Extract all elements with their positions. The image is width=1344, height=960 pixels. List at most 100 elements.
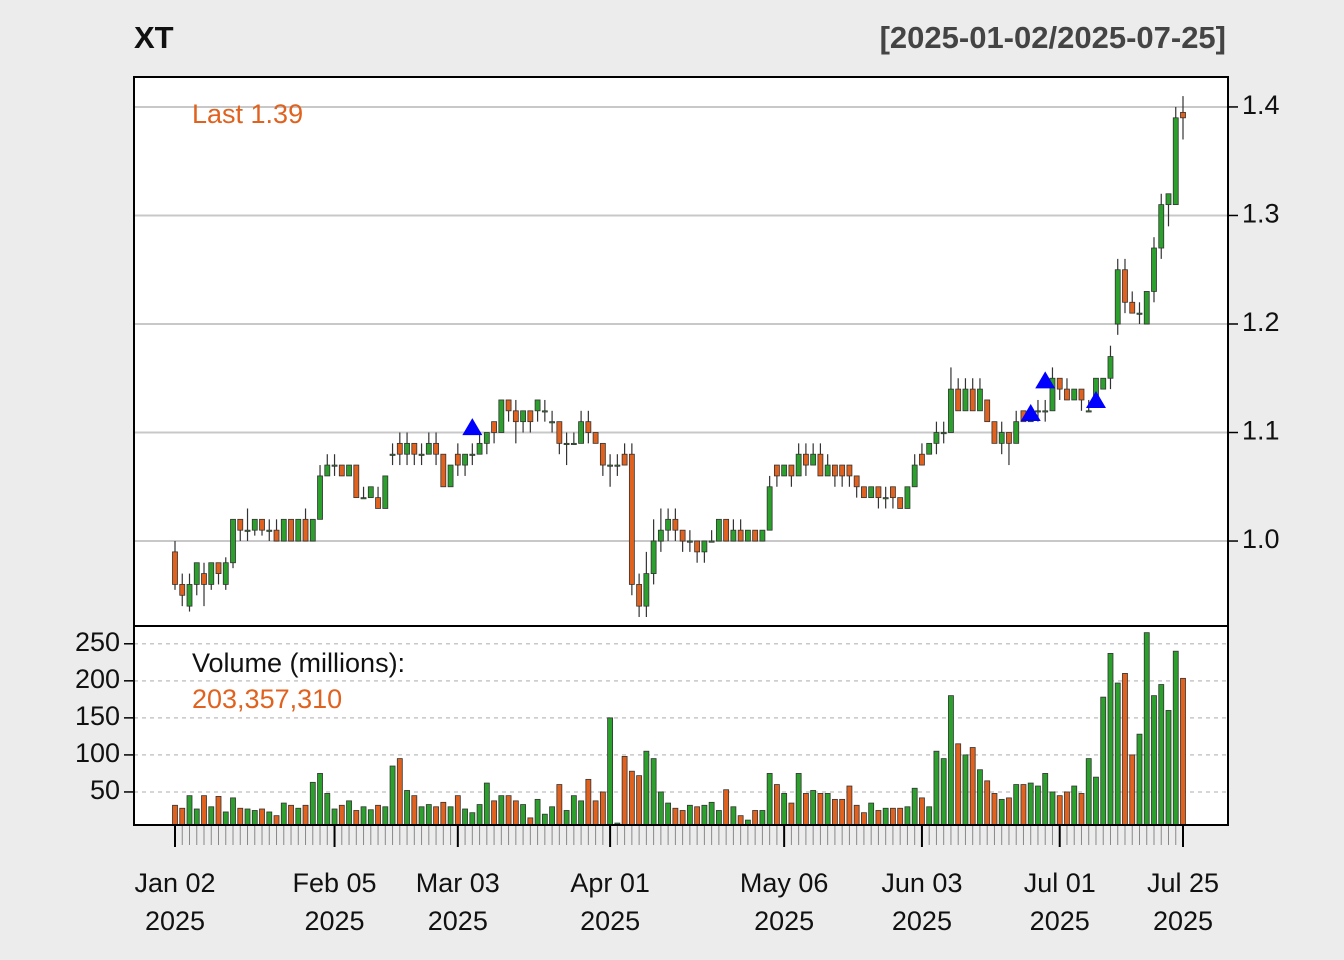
- volume-bar: [425, 804, 432, 826]
- volume-bar: [288, 804, 294, 826]
- volume-bar: [1129, 754, 1136, 826]
- volume-bar: [1136, 733, 1143, 826]
- volume-bar: [781, 793, 788, 826]
- volume-bar: [861, 812, 867, 826]
- volume-bar: [585, 778, 592, 826]
- volume-bar: [353, 810, 360, 826]
- volume-bar: [244, 808, 251, 826]
- x-tick-label: 2025: [428, 906, 488, 936]
- date-range: [2025-01-02/2025-07-25]: [880, 20, 1226, 55]
- volume-bar: [1172, 650, 1179, 826]
- candle-body: [1085, 410, 1092, 413]
- volume-bar: [469, 812, 476, 826]
- volume-bar: [643, 750, 650, 826]
- volume-bar: [476, 804, 483, 826]
- candle-body: [897, 497, 904, 509]
- candle-body: [273, 529, 280, 542]
- volume-bar: [694, 806, 701, 826]
- volume-bar: [338, 804, 345, 826]
- volume-bar: [882, 807, 889, 826]
- x-tick-label: Apr 01: [570, 868, 650, 898]
- volume-bar: [1093, 776, 1099, 826]
- volume-bar: [759, 810, 766, 826]
- volume-bar: [650, 758, 657, 826]
- volume-bar: [636, 775, 643, 826]
- candle-body: [324, 464, 331, 477]
- volume-bar: [498, 795, 505, 826]
- y-tick-label: 1.0: [1242, 524, 1280, 554]
- volume-bar: [1143, 632, 1150, 826]
- volume-bar: [919, 797, 925, 826]
- volume-bar: [737, 815, 744, 826]
- volume-bar: [592, 800, 599, 826]
- candle-body: [1064, 388, 1070, 401]
- volume-bar: [331, 808, 338, 826]
- candle-body: [665, 518, 672, 531]
- candle-body: [396, 442, 403, 455]
- candle-body: [614, 464, 621, 467]
- candle-body: [215, 562, 222, 574]
- candle-body: [962, 388, 969, 412]
- candle-body: [295, 518, 302, 542]
- volume-bar: [549, 806, 555, 826]
- candle-body: [926, 442, 933, 455]
- volume-bar: [1100, 696, 1107, 826]
- candle-body: [781, 464, 788, 477]
- candle-body: [1100, 377, 1107, 390]
- volume-bar: [251, 810, 258, 826]
- candle-body: [266, 529, 273, 532]
- candle-body: [549, 421, 555, 424]
- candle-body: [868, 486, 875, 499]
- chart-title: XT: [134, 20, 174, 55]
- volume-bar: [788, 802, 795, 826]
- candle-body: [679, 529, 686, 542]
- candle-body: [353, 464, 360, 499]
- candle-body: [933, 432, 940, 444]
- volume-bar: [302, 804, 309, 826]
- candle-body: [919, 453, 925, 466]
- candle-body: [1180, 111, 1186, 119]
- y-tick-label: 1.3: [1242, 199, 1280, 229]
- candle-body: [570, 442, 577, 445]
- candle-body: [179, 584, 186, 596]
- volume-bar: [940, 758, 947, 826]
- candle-body: [737, 529, 744, 542]
- candle-body: [578, 421, 585, 444]
- volume-bar: [1165, 710, 1172, 826]
- candle-body: [404, 442, 410, 455]
- y-tick-label: 1.4: [1242, 90, 1280, 120]
- candle-body: [1129, 301, 1136, 314]
- volume-bar: [1151, 695, 1157, 826]
- x-tick-label: Feb 05: [293, 868, 377, 898]
- volume-bar: [875, 810, 882, 826]
- volume-bar: [1122, 673, 1128, 826]
- volume-bar: [607, 717, 614, 826]
- volume-bar: [657, 791, 664, 826]
- candle-body: [1078, 388, 1085, 401]
- volume-bar: [404, 790, 410, 826]
- volume-bar: [1027, 782, 1034, 826]
- candle-body: [759, 529, 766, 542]
- candle-body: [433, 442, 439, 455]
- candle-body: [534, 399, 541, 412]
- candle-body: [462, 453, 468, 466]
- volume-bar: [1035, 785, 1041, 826]
- volume-bar: [933, 750, 940, 826]
- candle-body: [476, 442, 483, 455]
- volume-bar: [520, 804, 526, 826]
- volume-bar: [730, 806, 737, 826]
- candle-body: [389, 453, 396, 456]
- candle-body: [977, 388, 983, 412]
- candle-body: [1049, 377, 1056, 412]
- candle-body: [208, 562, 215, 585]
- candle-body: [955, 388, 962, 412]
- candle-body: [701, 540, 708, 553]
- volume-bar: [324, 793, 331, 826]
- candle-body: [512, 410, 519, 423]
- candle-body: [940, 432, 947, 435]
- candle-body: [360, 497, 367, 500]
- volume-bar: [969, 747, 976, 826]
- volume-bar: [266, 811, 273, 826]
